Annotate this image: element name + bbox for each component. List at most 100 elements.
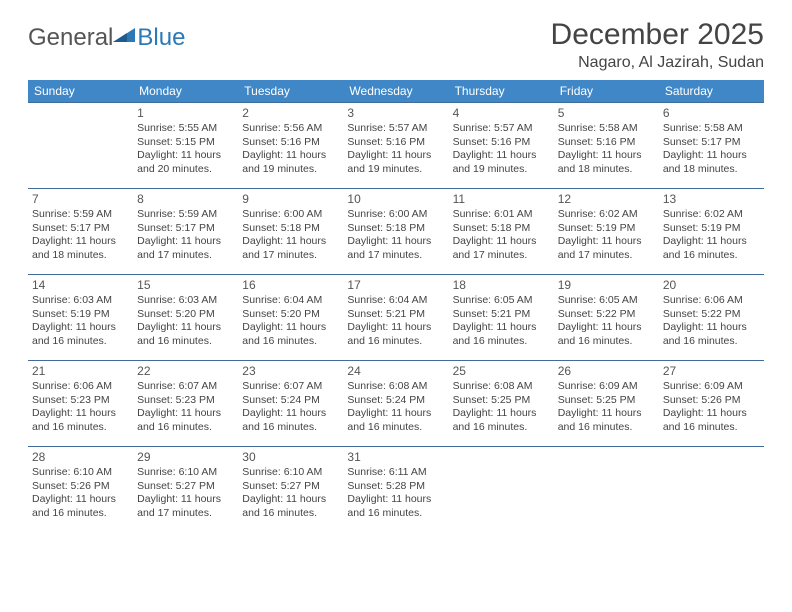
sunset-line: Sunset: 5:25 PM	[453, 394, 550, 407]
weekday-header: Sunday	[28, 80, 133, 103]
sunrise-line: Sunrise: 6:07 AM	[137, 380, 234, 393]
sunrise-line: Sunrise: 6:09 AM	[663, 380, 760, 393]
daylight-line: Daylight: 11 hours and 18 minutes.	[558, 149, 655, 176]
calendar-cell: 9Sunrise: 6:00 AMSunset: 5:18 PMDaylight…	[238, 189, 343, 275]
calendar-cell: 18Sunrise: 6:05 AMSunset: 5:21 PMDayligh…	[449, 275, 554, 361]
daylight-line: Daylight: 11 hours and 16 minutes.	[137, 321, 234, 348]
sunrise-line: Sunrise: 6:00 AM	[242, 208, 339, 221]
sunset-line: Sunset: 5:15 PM	[137, 136, 234, 149]
sunrise-line: Sunrise: 5:56 AM	[242, 122, 339, 135]
sunset-line: Sunset: 5:19 PM	[663, 222, 760, 235]
sunset-line: Sunset: 5:27 PM	[137, 480, 234, 493]
calendar-cell: 21Sunrise: 6:06 AMSunset: 5:23 PMDayligh…	[28, 361, 133, 447]
sunset-line: Sunset: 5:19 PM	[558, 222, 655, 235]
daylight-line: Daylight: 11 hours and 16 minutes.	[558, 321, 655, 348]
day-number: 29	[137, 450, 234, 465]
calendar-cell: 28Sunrise: 6:10 AMSunset: 5:26 PMDayligh…	[28, 447, 133, 533]
weekday-header: Friday	[554, 80, 659, 103]
daylight-line: Daylight: 11 hours and 19 minutes.	[347, 149, 444, 176]
sunrise-line: Sunrise: 6:08 AM	[453, 380, 550, 393]
daylight-line: Daylight: 11 hours and 19 minutes.	[453, 149, 550, 176]
sunrise-line: Sunrise: 6:08 AM	[347, 380, 444, 393]
sunrise-line: Sunrise: 5:59 AM	[137, 208, 234, 221]
calendar-cell: 19Sunrise: 6:05 AMSunset: 5:22 PMDayligh…	[554, 275, 659, 361]
calendar-cell: 5Sunrise: 5:58 AMSunset: 5:16 PMDaylight…	[554, 103, 659, 189]
sunrise-line: Sunrise: 6:11 AM	[347, 466, 444, 479]
sunset-line: Sunset: 5:26 PM	[663, 394, 760, 407]
calendar-table: SundayMondayTuesdayWednesdayThursdayFrid…	[28, 80, 764, 533]
day-number: 31	[347, 450, 444, 465]
sunset-line: Sunset: 5:19 PM	[32, 308, 129, 321]
day-number: 15	[137, 278, 234, 293]
calendar-cell: 6Sunrise: 5:58 AMSunset: 5:17 PMDaylight…	[659, 103, 764, 189]
sunset-line: Sunset: 5:17 PM	[32, 222, 129, 235]
sunrise-line: Sunrise: 6:06 AM	[32, 380, 129, 393]
calendar-cell	[554, 447, 659, 533]
calendar-cell: 31Sunrise: 6:11 AMSunset: 5:28 PMDayligh…	[343, 447, 448, 533]
calendar-cell: 14Sunrise: 6:03 AMSunset: 5:19 PMDayligh…	[28, 275, 133, 361]
daylight-line: Daylight: 11 hours and 18 minutes.	[663, 149, 760, 176]
sunrise-line: Sunrise: 6:01 AM	[453, 208, 550, 221]
daylight-line: Daylight: 11 hours and 16 minutes.	[32, 407, 129, 434]
calendar-cell: 16Sunrise: 6:04 AMSunset: 5:20 PMDayligh…	[238, 275, 343, 361]
sunset-line: Sunset: 5:16 PM	[558, 136, 655, 149]
sunrise-line: Sunrise: 6:10 AM	[137, 466, 234, 479]
brand-triangle-icon	[113, 24, 135, 42]
daylight-line: Daylight: 11 hours and 16 minutes.	[32, 493, 129, 520]
calendar-cell: 8Sunrise: 5:59 AMSunset: 5:17 PMDaylight…	[133, 189, 238, 275]
daylight-line: Daylight: 11 hours and 16 minutes.	[558, 407, 655, 434]
sunrise-line: Sunrise: 6:10 AM	[32, 466, 129, 479]
weekday-header: Thursday	[449, 80, 554, 103]
sunrise-line: Sunrise: 6:07 AM	[242, 380, 339, 393]
sunset-line: Sunset: 5:26 PM	[32, 480, 129, 493]
day-number: 10	[347, 192, 444, 207]
sunset-line: Sunset: 5:18 PM	[453, 222, 550, 235]
sunrise-line: Sunrise: 6:03 AM	[32, 294, 129, 307]
day-number: 5	[558, 106, 655, 121]
day-number: 6	[663, 106, 760, 121]
daylight-line: Daylight: 11 hours and 17 minutes.	[558, 235, 655, 262]
calendar-cell: 22Sunrise: 6:07 AMSunset: 5:23 PMDayligh…	[133, 361, 238, 447]
sunrise-line: Sunrise: 6:04 AM	[347, 294, 444, 307]
header: General Blue December 2025 Nagaro, Al Ja…	[28, 18, 764, 72]
day-number: 21	[32, 364, 129, 379]
sunrise-line: Sunrise: 6:04 AM	[242, 294, 339, 307]
daylight-line: Daylight: 11 hours and 17 minutes.	[137, 235, 234, 262]
sunrise-line: Sunrise: 6:09 AM	[558, 380, 655, 393]
day-number: 26	[558, 364, 655, 379]
daylight-line: Daylight: 11 hours and 16 minutes.	[242, 493, 339, 520]
daylight-line: Daylight: 11 hours and 16 minutes.	[453, 407, 550, 434]
daylight-line: Daylight: 11 hours and 16 minutes.	[137, 407, 234, 434]
day-number: 13	[663, 192, 760, 207]
calendar-cell: 29Sunrise: 6:10 AMSunset: 5:27 PMDayligh…	[133, 447, 238, 533]
weekday-header: Wednesday	[343, 80, 448, 103]
day-number: 1	[137, 106, 234, 121]
daylight-line: Daylight: 11 hours and 17 minutes.	[242, 235, 339, 262]
daylight-line: Daylight: 11 hours and 19 minutes.	[242, 149, 339, 176]
daylight-line: Daylight: 11 hours and 16 minutes.	[453, 321, 550, 348]
day-number: 17	[347, 278, 444, 293]
daylight-line: Daylight: 11 hours and 16 minutes.	[347, 493, 444, 520]
day-number: 7	[32, 192, 129, 207]
calendar-cell: 25Sunrise: 6:08 AMSunset: 5:25 PMDayligh…	[449, 361, 554, 447]
sunrise-line: Sunrise: 6:02 AM	[558, 208, 655, 221]
daylight-line: Daylight: 11 hours and 17 minutes.	[347, 235, 444, 262]
day-number: 25	[453, 364, 550, 379]
sunset-line: Sunset: 5:21 PM	[347, 308, 444, 321]
daylight-line: Daylight: 11 hours and 16 minutes.	[32, 321, 129, 348]
sunrise-line: Sunrise: 6:03 AM	[137, 294, 234, 307]
brand-part1: General	[28, 24, 113, 52]
daylight-line: Daylight: 11 hours and 16 minutes.	[347, 321, 444, 348]
calendar-cell: 2Sunrise: 5:56 AMSunset: 5:16 PMDaylight…	[238, 103, 343, 189]
sunrise-line: Sunrise: 6:05 AM	[558, 294, 655, 307]
calendar-cell: 10Sunrise: 6:00 AMSunset: 5:18 PMDayligh…	[343, 189, 448, 275]
calendar-cell: 23Sunrise: 6:07 AMSunset: 5:24 PMDayligh…	[238, 361, 343, 447]
calendar-cell: 1Sunrise: 5:55 AMSunset: 5:15 PMDaylight…	[133, 103, 238, 189]
sunset-line: Sunset: 5:20 PM	[137, 308, 234, 321]
sunset-line: Sunset: 5:27 PM	[242, 480, 339, 493]
sunrise-line: Sunrise: 6:00 AM	[347, 208, 444, 221]
sunset-line: Sunset: 5:28 PM	[347, 480, 444, 493]
sunrise-line: Sunrise: 6:02 AM	[663, 208, 760, 221]
calendar-cell: 24Sunrise: 6:08 AMSunset: 5:24 PMDayligh…	[343, 361, 448, 447]
sunrise-line: Sunrise: 5:58 AM	[663, 122, 760, 135]
